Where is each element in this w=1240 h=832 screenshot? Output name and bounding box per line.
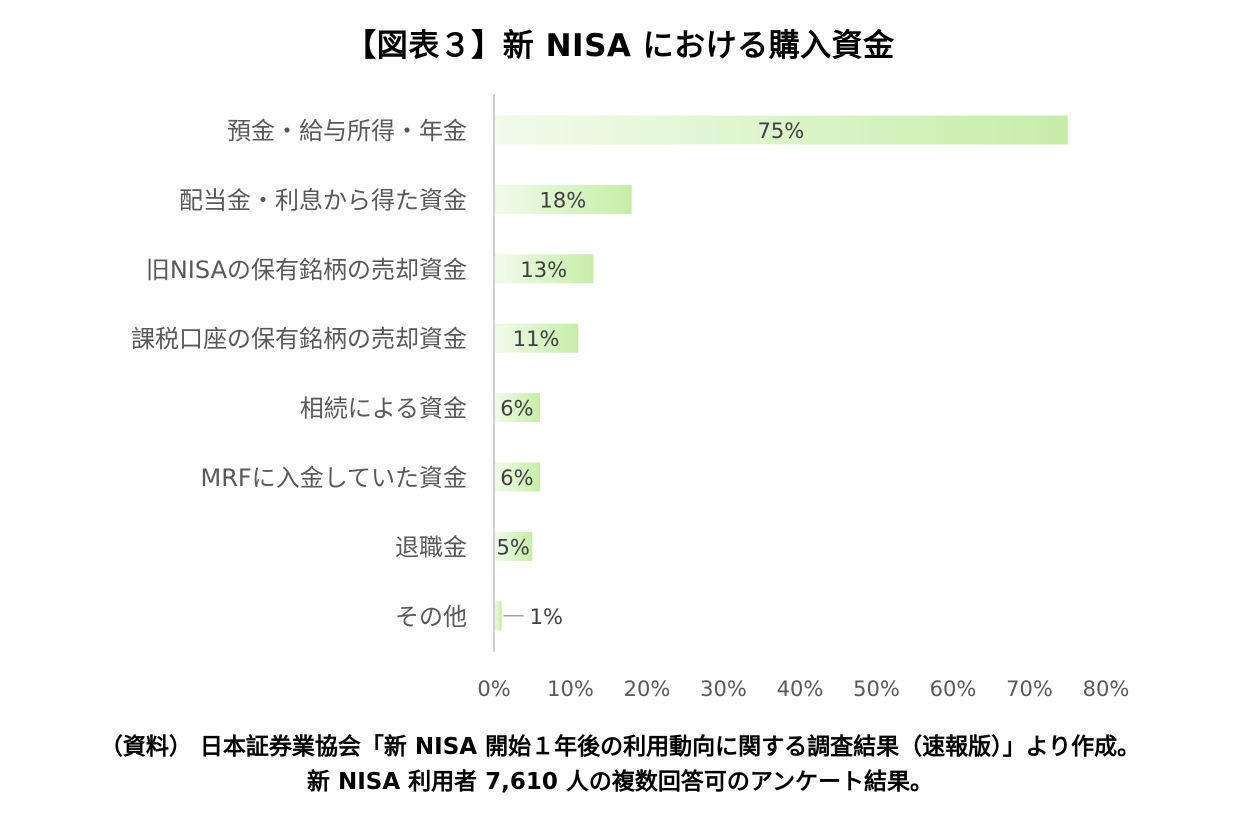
category-label: 相続による資金 [300, 395, 467, 423]
x-tick-label: 0% [477, 677, 510, 701]
category-label: 退職金 [395, 533, 467, 561]
survey-note: 新 NISA 利用者 7,610 人の複数回答可のアンケート結果。 [306, 769, 934, 795]
bars-group [494, 115, 1068, 631]
bar-2 [494, 184, 632, 214]
x-tick-label: 30% [700, 677, 747, 701]
bar-4 [494, 323, 579, 353]
data-label: 11% [513, 327, 560, 351]
data-label: 1% [530, 605, 563, 629]
data-label: 5% [496, 535, 529, 559]
bar-6 [494, 462, 540, 492]
bar-3 [494, 254, 594, 284]
data-label: 6% [500, 397, 533, 421]
category-labels: 預金・給与所得・年金配当金・利息から得た資金旧NISAの保有銘柄の売却資金課税口… [131, 117, 467, 631]
bar-5 [494, 393, 540, 423]
x-tick-label: 50% [853, 677, 900, 701]
data-labels: 75% 18% 13% 11% 6% 6% 5% 1% [496, 119, 804, 629]
category-label: 旧NISAの保有銘柄の売却資金 [146, 256, 467, 284]
x-tick-label: 60% [930, 677, 977, 701]
source-note: （資料） 日本証券業協会「新 NISA 開始１年後の利用動向に関する調査結果（速… [99, 734, 1141, 760]
x-tick-label: 10% [547, 677, 594, 701]
chart-title: 【図表３】新 NISA における購入資金 [345, 28, 895, 64]
category-label: 課税口座の保有銘柄の売却資金 [131, 325, 467, 353]
bar-chart: 預金・給与所得・年金配当金・利息から得た資金旧NISAの保有銘柄の売却資金課税口… [131, 94, 1129, 701]
category-label: 配当金・利息から得た資金 [179, 186, 467, 214]
category-label: MRFに入金していた資金 [201, 464, 467, 492]
data-label: 18% [540, 188, 587, 212]
bar-8 [494, 601, 502, 631]
data-label: 13% [520, 258, 567, 282]
category-label: その他 [395, 603, 467, 631]
x-tick-label: 20% [624, 677, 671, 701]
category-label: 預金・給与所得・年金 [227, 117, 467, 145]
data-label: 6% [500, 466, 533, 490]
x-tick-label: 80% [1083, 677, 1130, 701]
x-tick-label: 40% [777, 677, 824, 701]
bar-1 [494, 115, 1068, 145]
x-tick-label: 70% [1006, 677, 1053, 701]
bar-7 [494, 531, 533, 561]
x-axis-ticks: 0% 10% 20% 30% 40% 50% 60% 70% 80% [477, 677, 1129, 701]
data-label: 75% [758, 119, 805, 143]
